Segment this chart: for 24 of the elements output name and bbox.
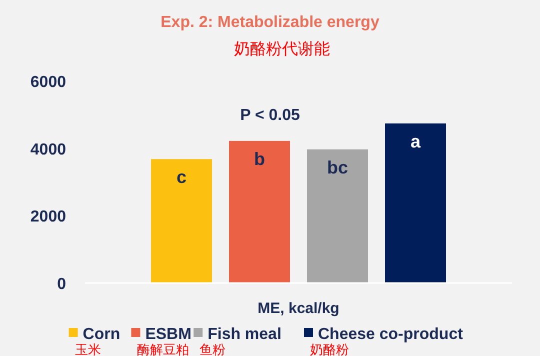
y-tick-label: 2000 <box>30 208 66 226</box>
chart-title: Exp. 2: Metabolizable energy <box>160 14 380 31</box>
data-label: bc <box>326 157 348 178</box>
data-label: c <box>176 167 187 188</box>
legend-label: Fish meal <box>208 326 282 343</box>
x-axis-title: ME, kcal/kg <box>258 300 340 317</box>
chart-subtitle: 奶酪粉代谢能 <box>234 40 330 58</box>
y-tick-label: 4000 <box>30 141 66 158</box>
text: 鱼粉 <box>200 342 226 356</box>
data-label: a <box>410 131 422 152</box>
legend-label: ESBM <box>145 326 192 343</box>
y-tick-label: 6000 <box>30 74 66 91</box>
data-label: b <box>254 148 265 169</box>
bar <box>151 159 212 283</box>
text: 玉米 <box>74 342 101 356</box>
text: 奶酪粉 <box>310 342 349 356</box>
bar <box>307 149 368 283</box>
annotation: P < 0.05 <box>240 107 300 124</box>
bar <box>385 123 446 283</box>
y-tick-label: 0 <box>57 276 66 293</box>
legend-label: Corn <box>82 326 120 343</box>
text: 酶解豆粕 <box>137 342 190 356</box>
legend-label: Cheese co-product <box>318 326 464 343</box>
bar <box>229 140 290 283</box>
